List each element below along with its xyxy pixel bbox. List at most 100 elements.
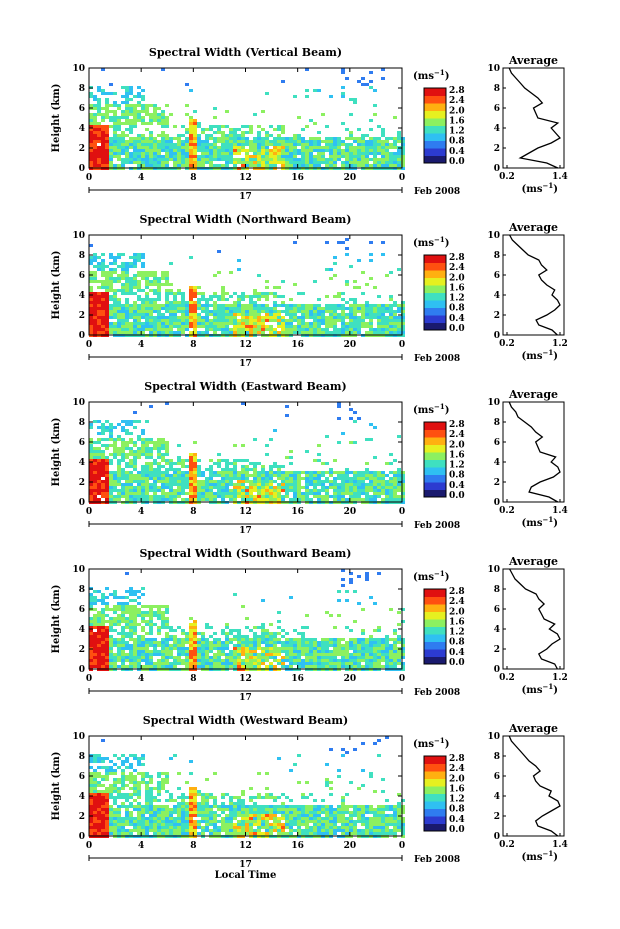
- heatmap-cell: [317, 474, 321, 477]
- heatmap-cell: [157, 328, 161, 331]
- heatmap-cell: [113, 131, 117, 134]
- heatmap-cell: [97, 86, 101, 89]
- heatmap-cell: [233, 468, 237, 471]
- heatmap-cell: [161, 331, 165, 334]
- heatmap-cell: [301, 304, 305, 307]
- heatmap-cell: [389, 653, 393, 656]
- heatmap-cell: [141, 605, 145, 608]
- heatmap-cell: [225, 155, 229, 158]
- heatmap-cell: [301, 498, 305, 501]
- heatmap-cell: [353, 647, 357, 650]
- heatmap-cell: [117, 274, 121, 277]
- colorbar-band: [424, 103, 446, 111]
- colorbar-tick-label: 1.2: [449, 461, 465, 471]
- heatmap-cell: [353, 310, 357, 313]
- heatmap-cell: [169, 650, 173, 653]
- heatmap-cell: [361, 271, 365, 274]
- heatmap-cell: [353, 298, 357, 301]
- heatmap-cell: [169, 474, 173, 477]
- heatmap-cell: [97, 140, 101, 143]
- heatmap-cell: [197, 650, 201, 653]
- heatmap-cell: [169, 665, 173, 668]
- heatmap-cell: [249, 650, 253, 653]
- heatmap-cell: [293, 638, 297, 641]
- heatmap-cell: [157, 498, 161, 501]
- heatmap-cell: [393, 489, 397, 492]
- heatmap-cell: [333, 274, 337, 277]
- heatmap-cell: [189, 638, 193, 641]
- heatmap-cell: [145, 286, 149, 289]
- heatmap-cell: [93, 599, 97, 602]
- heatmap-cell: [273, 158, 277, 161]
- average-line: [509, 568, 561, 670]
- heatmap-cell: [393, 629, 397, 632]
- heatmap-cell: [293, 647, 297, 650]
- heatmap-cell: [221, 325, 225, 328]
- heatmap-cell: [373, 328, 377, 331]
- heatmap-cell: [113, 644, 117, 647]
- heatmap-cell: [165, 274, 169, 277]
- heatmap-cell: [145, 447, 149, 450]
- heatmap-cell: [369, 322, 373, 325]
- heatmap-cell: [137, 325, 141, 328]
- heatmap-cell: [137, 304, 141, 307]
- heatmap-cell: [129, 283, 133, 286]
- heatmap-cell: [173, 331, 177, 334]
- heatmap-cell: [129, 647, 133, 650]
- heatmap-cell: [329, 164, 333, 167]
- heatmap-cell: [225, 665, 229, 668]
- heatmap-cell: [285, 632, 289, 635]
- heatmap-cell: [229, 331, 233, 334]
- heatmap-cell: [357, 471, 361, 474]
- heatmap-cell: [373, 140, 377, 143]
- heatmap-cell: [89, 805, 93, 808]
- heatmap-cell: [197, 480, 201, 483]
- heatmap-cell: [93, 486, 97, 489]
- heatmap-cell: [89, 104, 93, 107]
- heatmap-cell: [249, 164, 253, 167]
- heatmap-cell: [349, 331, 353, 334]
- heatmap-cell: [121, 277, 125, 280]
- heatmap-cell: [365, 301, 369, 304]
- heatmap-cell: [213, 632, 217, 635]
- heatmap-cell: [221, 665, 225, 668]
- heatmap-cell: [285, 659, 289, 662]
- heatmap-cell: [97, 313, 101, 316]
- heatmap-cell: [253, 641, 257, 644]
- heatmap-cell: [193, 659, 197, 662]
- heatmap-cell: [145, 614, 149, 617]
- heatmap-cell: [381, 659, 385, 662]
- heatmap-cell: [329, 277, 333, 280]
- heatmap-cell: [277, 155, 281, 158]
- heatmap-cell: [129, 325, 133, 328]
- heatmap-cell: [401, 492, 405, 495]
- heatmap-cell: [193, 155, 197, 158]
- heatmap-cell: [169, 155, 173, 158]
- heatmap-cell: [389, 158, 393, 161]
- heatmap-cell: [241, 444, 245, 447]
- heatmap-cell: [125, 155, 129, 158]
- heatmap-cell: [105, 310, 109, 313]
- heatmap-cell: [185, 483, 189, 486]
- avg-y-tick-label: 2: [494, 478, 500, 488]
- heatmap-cell: [309, 304, 313, 307]
- heatmap-cell: [353, 146, 357, 149]
- x-tick-label: 20: [344, 340, 357, 350]
- heatmap-cell: [101, 328, 105, 331]
- heatmap-cell: [193, 301, 197, 304]
- heatmap-cell: [89, 820, 93, 823]
- heatmap-cell: [117, 119, 121, 122]
- heatmap-cell: [117, 650, 121, 653]
- heatmap-cell: [97, 632, 101, 635]
- heatmap-cell: [149, 280, 153, 283]
- heatmap-cell: [165, 635, 169, 638]
- heatmap-cell: [257, 662, 261, 665]
- heatmap-cell: [193, 137, 197, 140]
- avg-x-tick-label: 0.2: [499, 673, 515, 683]
- heatmap-cell: [345, 253, 349, 256]
- heatmap-cell: [173, 143, 177, 146]
- heatmap-cell: [209, 146, 213, 149]
- heatmap-cell: [253, 480, 257, 483]
- x-tick-label: 4: [138, 173, 144, 183]
